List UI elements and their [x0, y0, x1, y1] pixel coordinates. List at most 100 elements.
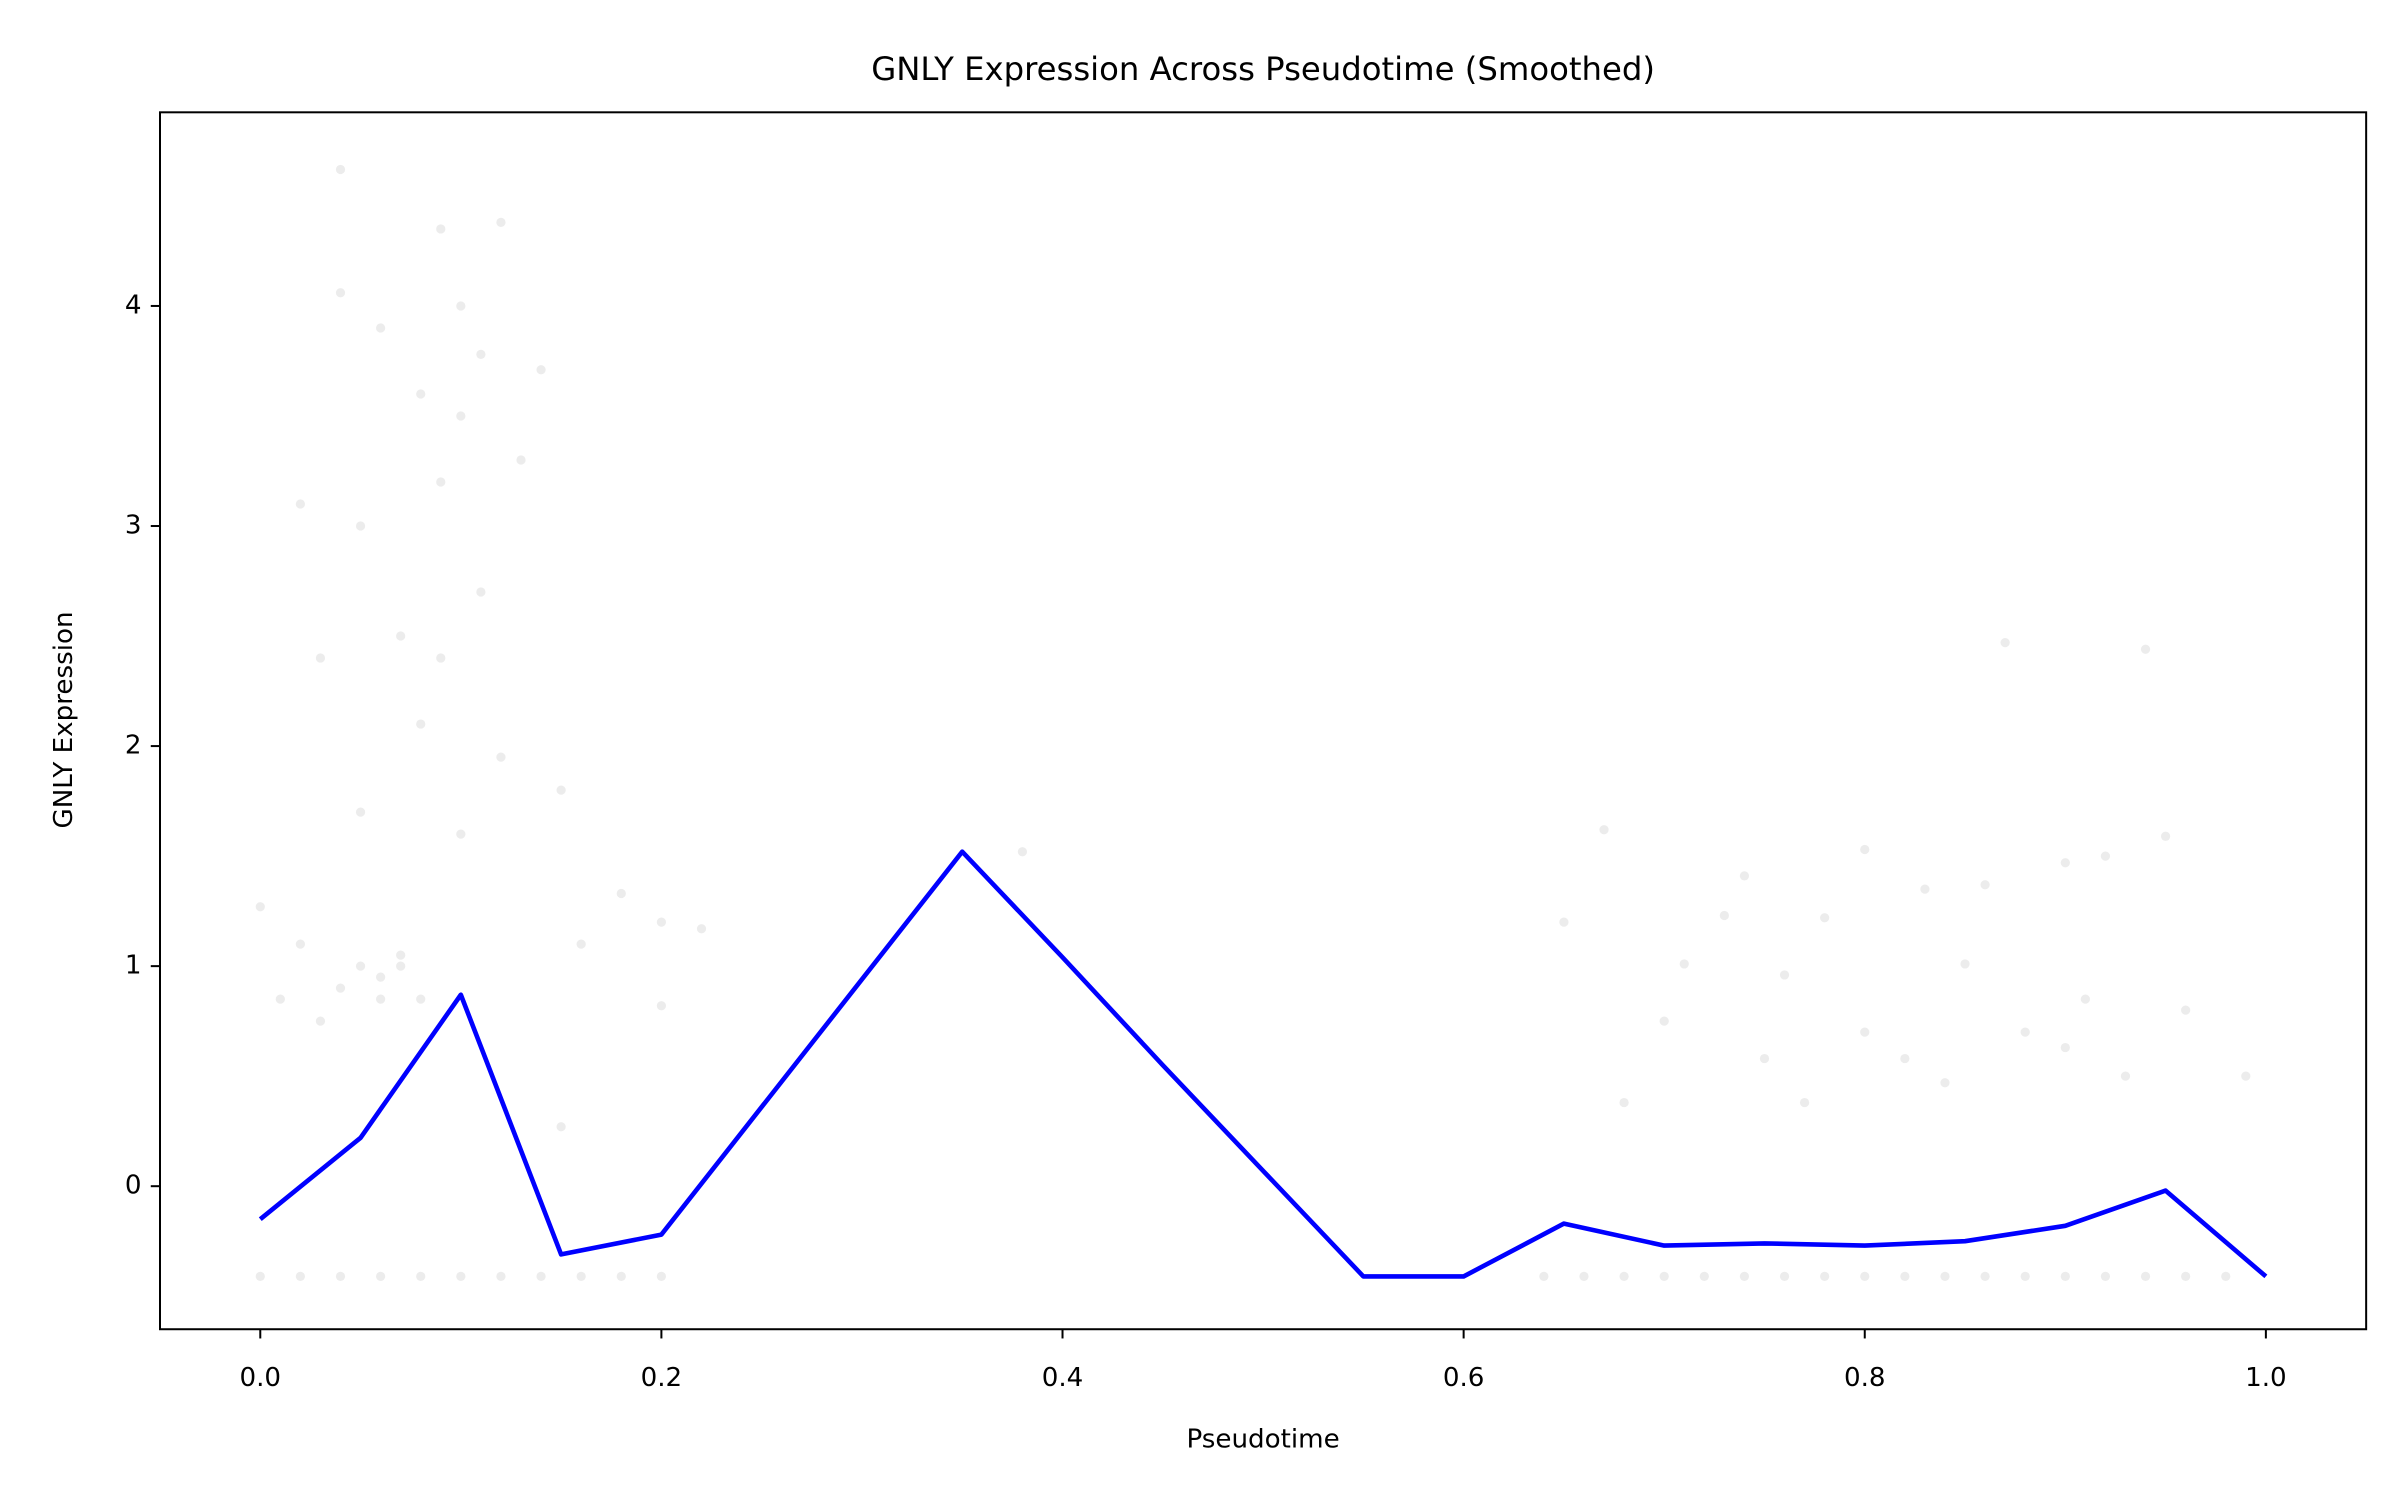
scatter-point [476, 349, 486, 359]
y-tick-label: 3 [125, 511, 142, 541]
scatter-point [1719, 910, 1729, 921]
scatter-point [476, 587, 486, 597]
scatter-point [1940, 1271, 1950, 1282]
scatter-point [1559, 917, 1569, 927]
scatter-point [1659, 1016, 1669, 1026]
scatter-point [2020, 1271, 2030, 1282]
scatter-point [1940, 1078, 1950, 1088]
scatter-point [1920, 884, 1930, 894]
scatter-point [376, 972, 386, 982]
scatter-point [396, 961, 406, 971]
x-tick-label: 1.0 [2245, 1363, 2287, 1393]
scatter-point [315, 1016, 326, 1026]
scatter-point [696, 924, 707, 934]
scatter-point [1659, 1271, 1669, 1282]
scatter-point [2181, 1271, 2191, 1282]
scatter-point [2060, 858, 2070, 868]
scatter-point [1759, 1053, 1770, 1064]
scatter-point [1739, 871, 1750, 881]
scatter-point [656, 1001, 667, 1011]
scatter-point [1900, 1271, 1910, 1282]
scatter-point [295, 499, 306, 509]
scatter-point [416, 1271, 426, 1282]
y-tick-label: 4 [125, 290, 142, 320]
scatter-point [576, 939, 586, 949]
scatter-point [1860, 844, 1870, 855]
scatter-point [536, 1271, 546, 1282]
scatter-point [2140, 644, 2151, 654]
scatter-point [1579, 1271, 1589, 1282]
scatter-point [436, 477, 446, 487]
scatter-point [295, 939, 306, 949]
scatter-point [416, 389, 426, 399]
scatter-point [1739, 1271, 1750, 1282]
scatter-point [1980, 880, 1990, 890]
scatter-point [616, 1271, 626, 1282]
scatter-point [436, 653, 446, 663]
scatter-point [1960, 959, 1970, 969]
x-tick-label: 0.0 [239, 1363, 281, 1393]
scatter-point [536, 365, 546, 375]
scatter-point [1599, 825, 1609, 835]
scatter-point [1860, 1027, 1870, 1037]
scatter-point [335, 164, 346, 175]
y-tick-label: 1 [125, 951, 142, 981]
scatter-point [656, 1271, 667, 1282]
scatter-point [556, 1122, 566, 1132]
scatter-point [1779, 1271, 1790, 1282]
scatter-point [416, 719, 426, 729]
scatter-point [2221, 1271, 2231, 1282]
scatter-point [2060, 1042, 2070, 1053]
scatter-point [2000, 638, 2010, 648]
scatter-point [1619, 1097, 1629, 1108]
scatter-point [255, 1271, 265, 1282]
x-tick-label: 0.6 [1443, 1363, 1485, 1393]
scatter-point [1619, 1271, 1629, 1282]
scatter-point [335, 288, 346, 298]
scatter-point [1679, 959, 1689, 969]
scatter-point [2020, 1027, 2030, 1037]
chart-title: GNLY Expression Across Pseudotime (Smoot… [871, 50, 1655, 88]
scatter-point [1820, 1271, 1830, 1282]
scatter-point [2181, 1005, 2191, 1015]
scatter-point [576, 1271, 586, 1282]
scatter-point [376, 323, 386, 333]
scatter-point [456, 1271, 466, 1282]
scatter-point [516, 455, 526, 465]
y-axis-label: GNLY Expression [49, 611, 79, 828]
y-tick-label: 2 [125, 731, 142, 761]
scatter-point [255, 902, 265, 912]
scatter-point [1799, 1097, 1810, 1108]
x-tick-label: 0.2 [641, 1363, 683, 1393]
scatter-point [355, 807, 366, 817]
line [258, 849, 2268, 1279]
scatter-point [2120, 1071, 2131, 1081]
x-axis-label: Pseudotime [1186, 1425, 1339, 1455]
scatter-point [2140, 1271, 2151, 1282]
scatter-point [556, 785, 566, 795]
scatter-point [1820, 913, 1830, 923]
scatter-point [355, 961, 366, 971]
scatter-point [2241, 1071, 2251, 1081]
scatter-point [456, 301, 466, 311]
scatter-point [416, 994, 426, 1004]
scatter-point [2080, 994, 2090, 1004]
scatter-point [1860, 1271, 1870, 1282]
plot-frame [159, 111, 2368, 1331]
scatter-point [496, 217, 506, 227]
scatter-point [376, 994, 386, 1004]
scatter-point [396, 631, 406, 641]
scatter-point [2100, 1271, 2111, 1282]
scatter-point [656, 917, 667, 927]
scatter-point [496, 752, 506, 762]
scatter-point [335, 983, 346, 993]
scatter-point [335, 1271, 346, 1282]
scatter-point [1699, 1271, 1709, 1282]
scatter-point [1779, 970, 1790, 980]
y-tick-label: 0 [125, 1171, 142, 1201]
scatter-point [1980, 1271, 1990, 1282]
scatter-point [2160, 831, 2171, 841]
scatter-point [456, 829, 466, 839]
x-tick-label: 0.4 [1042, 1363, 1084, 1393]
